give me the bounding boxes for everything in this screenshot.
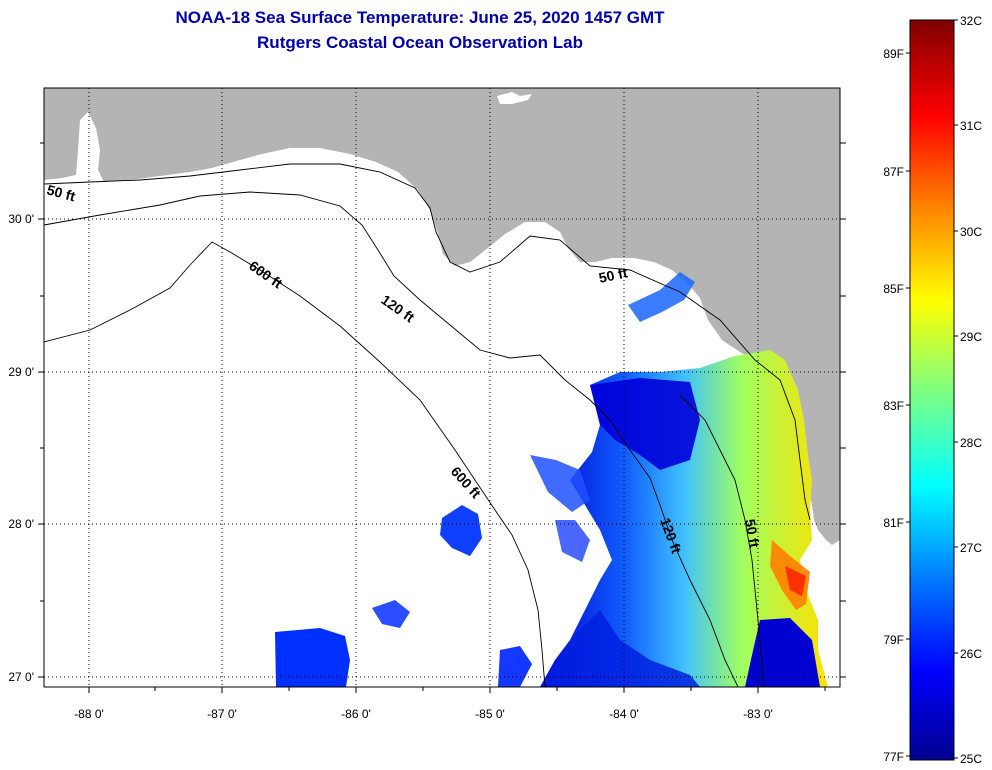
lat-label: 28 0' <box>8 517 34 531</box>
celsius-label: 30C <box>960 225 982 239</box>
lon-label: -86 0' <box>341 707 371 721</box>
lon-label: -84 0' <box>609 707 639 721</box>
celsius-label: 26C <box>960 647 982 661</box>
celsius-label: 28C <box>960 436 982 450</box>
colorbar <box>909 19 955 761</box>
celsius-label: 29C <box>960 330 982 344</box>
fahrenheit-label: 79F <box>883 633 904 647</box>
colorbar-ticks <box>906 19 958 759</box>
fahrenheit-label: 85F <box>883 282 904 296</box>
lat-labels: 30 0' 29 0' 28 0' 27 0' <box>8 212 34 684</box>
land <box>44 88 840 545</box>
celsius-label: 31C <box>960 119 982 133</box>
lat-label: 29 0' <box>8 365 34 379</box>
lat-label: 30 0' <box>8 212 34 226</box>
lon-label: -87 0' <box>207 707 237 721</box>
title-line-2: Rutgers Coastal Ocean Observation Lab <box>257 33 583 52</box>
fahrenheit-label: 83F <box>883 399 904 413</box>
lon-label: -88 0' <box>74 707 104 721</box>
lat-label: 27 0' <box>8 670 34 684</box>
lon-labels: -88 0' -87 0' -86 0' -85 0' -84 0' -83 0… <box>74 707 773 721</box>
fahrenheit-label: 77F <box>883 750 904 764</box>
lake <box>497 92 532 104</box>
celsius-label: 32C <box>960 14 982 28</box>
colorbar-celsius-labels: 32C 31C 30C 29C 28C 27C 26C 25C <box>960 14 982 766</box>
lon-label: -85 0' <box>475 707 505 721</box>
contour-label-50ft: 50 ft <box>742 518 763 549</box>
map-frame <box>43 87 841 688</box>
contour-label-50ft: 50 ft <box>45 181 77 204</box>
fahrenheit-label: 81F <box>883 516 904 530</box>
fahrenheit-label: 87F <box>883 165 904 179</box>
ticks <box>38 142 846 693</box>
title-line-1: NOAA-18 Sea Surface Temperature: June 25… <box>175 8 665 27</box>
fahrenheit-label: 89F <box>883 47 904 61</box>
contour-label-50ft: 50 ft <box>597 264 629 286</box>
lon-label: -83 0' <box>743 707 773 721</box>
celsius-label: 27C <box>960 541 982 555</box>
graticule <box>44 88 840 687</box>
colorbar-fahrenheit-labels: 89F 87F 85F 83F 81F 79F 77F <box>883 47 904 764</box>
bathymetry-contours <box>44 163 811 687</box>
celsius-label: 25C <box>960 752 982 766</box>
